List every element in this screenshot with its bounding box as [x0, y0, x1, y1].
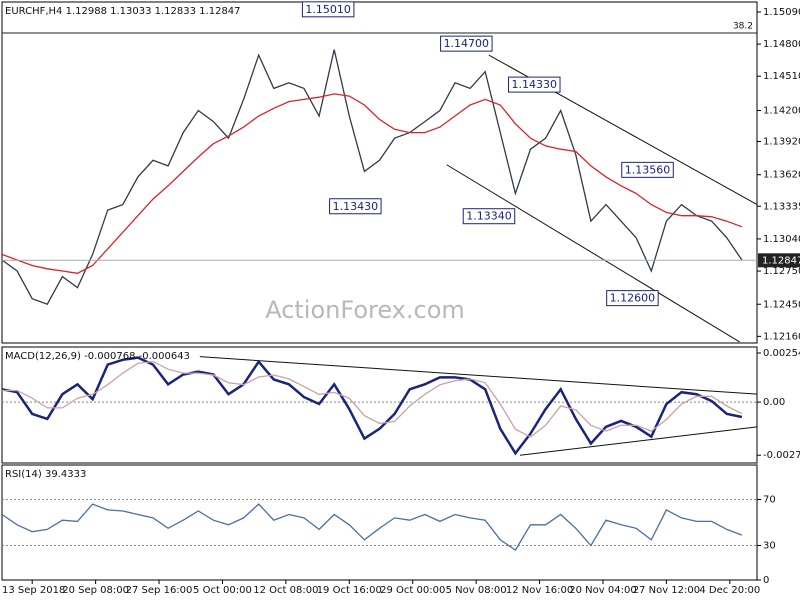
x-tick-label: 27 Nov 12:00	[633, 585, 700, 596]
x-tick-label: 12 Oct 08:00	[253, 585, 318, 596]
series-line	[1, 503, 743, 552]
last-price-label: 1.12847	[762, 255, 800, 266]
series-line	[1, 93, 743, 274]
x-tick-label: 12 Nov 16:00	[506, 585, 573, 596]
x-tick-label: 20 Nov 04:00	[569, 585, 636, 596]
y-tick-label: 1.14200	[763, 106, 800, 117]
annotation-label: 1.13430	[333, 200, 379, 213]
last-price-box	[758, 253, 800, 268]
annotation-box	[508, 76, 561, 93]
annotation-label: 1.14700	[444, 37, 490, 50]
x-tick-label: 20 Sep 08:00	[62, 585, 129, 596]
panel-frame	[1, 464, 758, 581]
x-tick-label: 5 Nov 08:00	[446, 585, 507, 596]
annotation-label: 1.13560	[625, 163, 671, 176]
panel-title: EURCHF,H4 1.12988 1.13033 1.12833 1.1284…	[5, 6, 241, 17]
panel-title: RSI(14) 39.4333	[5, 469, 86, 480]
x-tick-label: 4 Dec 20:00	[699, 585, 760, 596]
annotation-box	[462, 208, 516, 225]
x-tick-label: 5 Oct 00:00	[193, 585, 252, 596]
x-tick-label: 19 Oct 16:00	[317, 585, 382, 596]
trendline	[199, 356, 758, 395]
trendline	[446, 164, 740, 343]
x-tick-label: 27 Sep 16:00	[126, 585, 193, 596]
y-tick-label: 1.13920	[763, 137, 800, 148]
y-tick-label: 1.13040	[763, 234, 800, 245]
y-tick-label: 1.14510	[763, 71, 800, 82]
y-tick-label: 1.12750	[763, 266, 800, 277]
series-line	[1, 49, 743, 306]
trendline	[519, 426, 758, 456]
y-tick-label: -0.002747	[763, 450, 800, 461]
y-tick-label: 0.00254	[763, 348, 800, 359]
annotation-box	[606, 290, 659, 307]
annotation-label: 1.13340	[466, 210, 512, 223]
y-tick-label: 1.13620	[763, 170, 800, 181]
annotation-box	[301, 1, 355, 18]
panel-frame	[1, 1, 758, 344]
annotation-box	[440, 35, 493, 52]
annotation-label: 1.14330	[512, 78, 558, 91]
annotation-box	[329, 198, 382, 215]
y-tick-label: 1.12450	[763, 299, 800, 310]
y-tick-label: 1.13335	[763, 201, 800, 212]
y-tick-label: 1.15090	[763, 7, 800, 18]
y-tick-label: 1.14800	[763, 39, 800, 50]
y-tick-label: 0	[763, 575, 769, 586]
annotation-label: 1.12600	[610, 292, 656, 305]
y-tick-label: 1.12160	[763, 331, 800, 342]
y-tick-label: 30	[763, 541, 776, 552]
panel-frame	[1, 346, 758, 464]
watermark: ActionForex.com	[265, 296, 465, 324]
y-tick-label: 70	[763, 495, 776, 506]
y-tick-label: 0.00	[763, 397, 785, 408]
panel-title: MACD(12,26,9) -0.000768 -0.000643	[5, 351, 190, 362]
annotation-label: 1.15010	[305, 3, 351, 16]
annotation-box	[621, 161, 674, 178]
x-tick-label: 29 Oct 00:00	[380, 585, 445, 596]
x-tick-label: 13 Sep 2018	[2, 585, 65, 596]
series-line	[2, 360, 743, 438]
fib-label: 38.2	[733, 22, 753, 32]
series-line	[1, 356, 743, 456]
